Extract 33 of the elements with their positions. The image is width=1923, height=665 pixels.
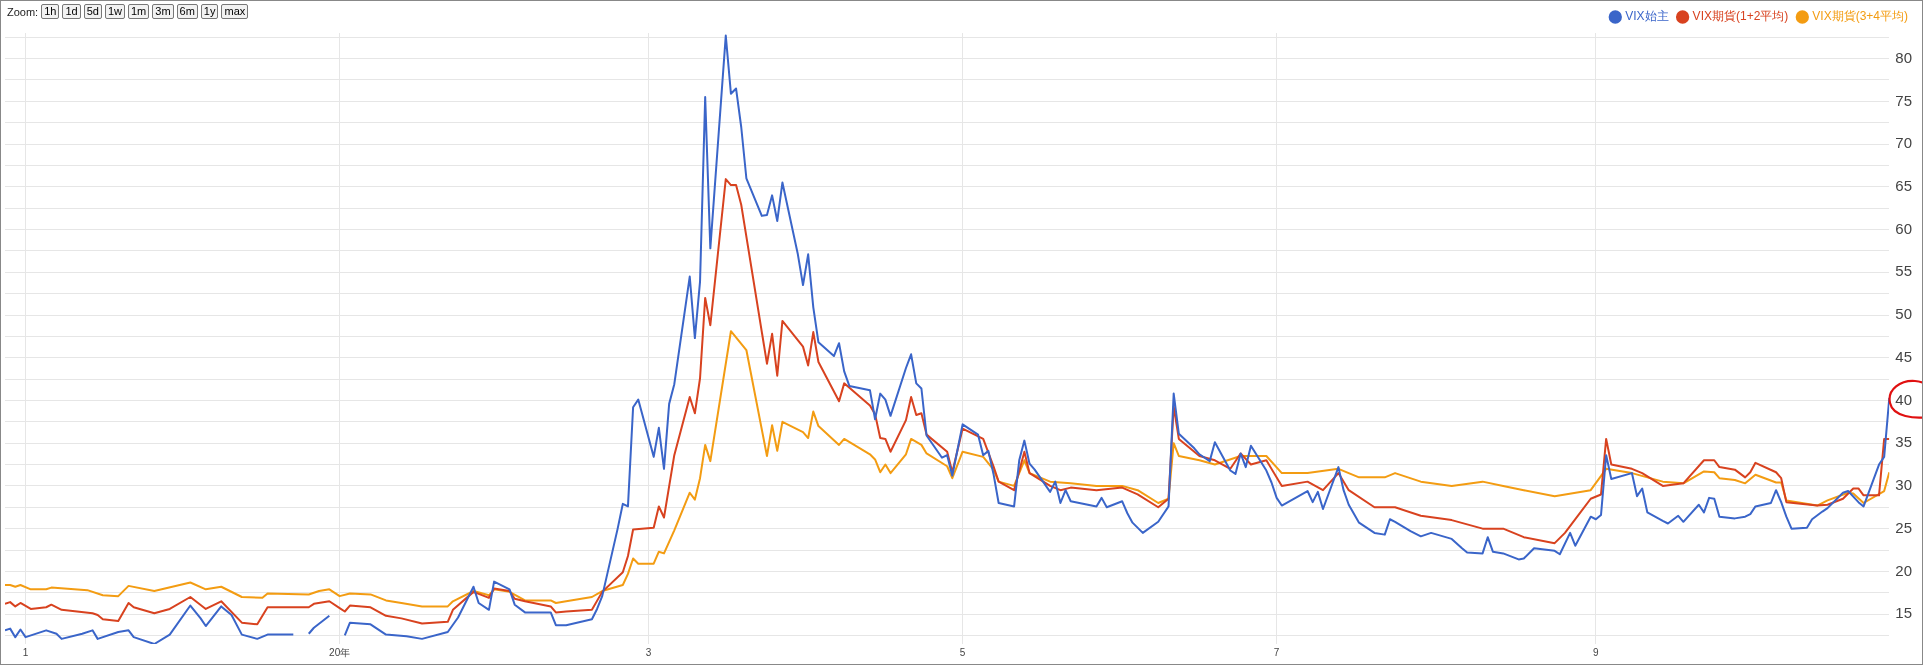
text: 1w — [104, 4, 125, 19]
text: 1m — [128, 4, 150, 19]
legend-label: VIX期貨(1+2平均) — [1692, 9, 1789, 24]
y-tick-label: 70 — [1895, 134, 1912, 152]
text: max — [221, 4, 249, 19]
y-tick-label: 60 — [1895, 219, 1912, 237]
legend-label: VIX始主 — [1625, 9, 1669, 24]
text: 5d — [83, 4, 102, 19]
text: 3m — [152, 4, 174, 19]
y-tick-label: 35 — [1895, 433, 1912, 451]
text: 1y — [200, 4, 219, 19]
text: 1h — [41, 4, 60, 19]
x-tick-label: 5 — [959, 646, 966, 658]
text: Zoom: — [7, 5, 39, 18]
y-tick-label: 75 — [1895, 91, 1912, 109]
x-tick-label: 3 — [645, 646, 652, 658]
x-tick-label: 7 — [1273, 646, 1280, 658]
y-tick-label: 20 — [1895, 561, 1912, 579]
y-tick-label: 15 — [1895, 604, 1912, 622]
text: 6m — [176, 4, 198, 19]
x-tick-label: 20年 — [329, 646, 351, 658]
y-tick-label: 80 — [1895, 48, 1912, 66]
text: 1d — [62, 4, 81, 19]
y-tick-label: 40 — [1895, 390, 1912, 408]
y-tick-label: 25 — [1895, 518, 1912, 536]
x-tick-label: 1 — [22, 646, 29, 658]
y-tick-label: 45 — [1895, 347, 1912, 365]
y-tick-label: 55 — [1895, 262, 1912, 280]
y-tick-label: 30 — [1895, 476, 1912, 494]
y-tick-label: 50 — [1895, 305, 1912, 323]
legend-label: VIX期貨(3+4平均) — [1812, 9, 1909, 24]
y-tick-label: 65 — [1895, 176, 1912, 194]
x-tick-label: 9 — [1593, 646, 1600, 658]
